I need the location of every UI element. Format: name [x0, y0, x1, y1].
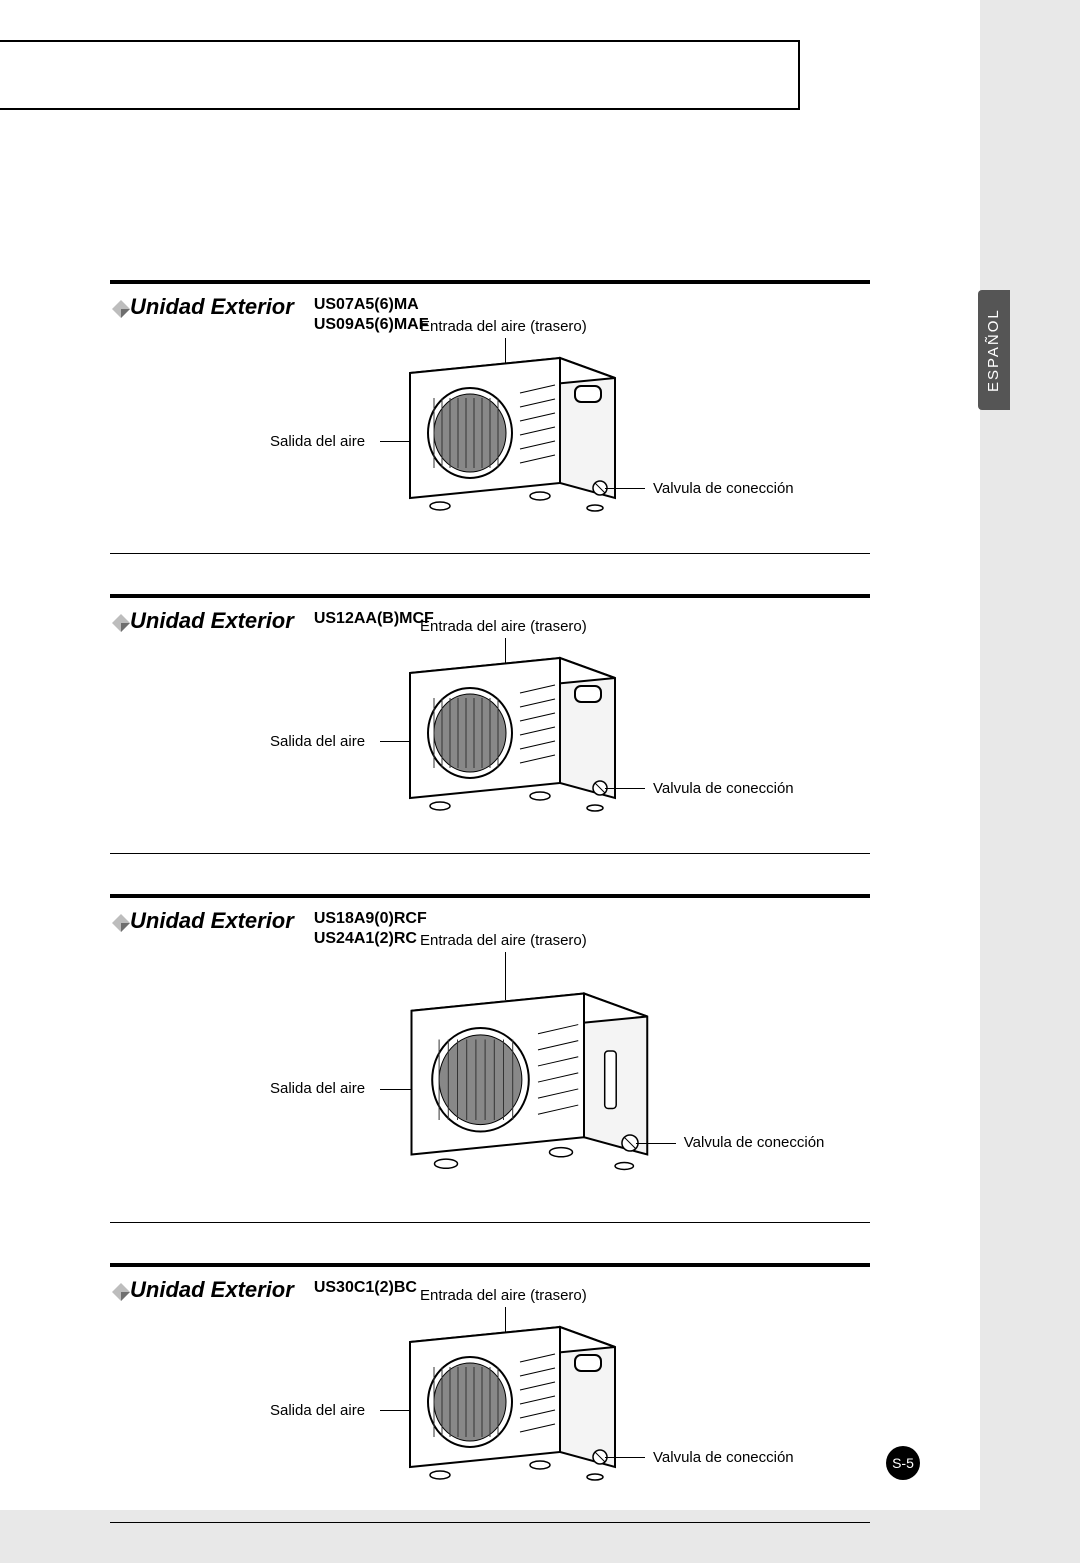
leader-line — [605, 788, 645, 789]
label-air-inlet: Entrada del aire (trasero) — [420, 932, 587, 949]
label-air-outlet: Salida del aire — [270, 1402, 365, 1419]
model-list: US07A5(6)MA US09A5(6)MAF — [314, 296, 429, 334]
leader-line — [605, 488, 645, 489]
label-valve: Valvula de conección — [684, 1134, 825, 1151]
outdoor-unit-illustration — [400, 648, 630, 833]
label-air-inlet: Entrada del aire (trasero) — [420, 618, 587, 635]
label-valve: Valvula de conección — [653, 1449, 794, 1466]
page-number: S-5 — [886, 1446, 920, 1480]
leader-line — [636, 1143, 676, 1144]
section-title: Unidad Exterior — [130, 908, 294, 934]
section-rule-thick — [110, 1263, 870, 1267]
unit-section: Unidad Exterior US18A9(0)RCFUS24A1(2)RC … — [110, 894, 870, 1223]
unit-section: Unidad Exterior US07A5(6)MAUS09A5(6)MAF … — [110, 280, 870, 554]
manual-page: ESPAÑOL Unidad Exterior US07A5(6)MAUS09A… — [0, 0, 980, 1510]
diagram-area: Entrada del aire (trasero) Salida del ai… — [110, 952, 870, 1222]
language-tab: ESPAÑOL — [978, 290, 1010, 410]
model-number: US18A9(0)RCF — [314, 910, 427, 928]
section-title: Unidad Exterior — [130, 608, 294, 634]
section-title: Unidad Exterior — [130, 1277, 294, 1303]
outdoor-unit-illustration — [400, 982, 665, 1194]
label-air-inlet: Entrada del aire (trasero) — [420, 318, 587, 335]
section-rule-thin — [110, 1222, 870, 1223]
section-rule-thick — [110, 894, 870, 898]
label-air-outlet: Salida del aire — [270, 1080, 365, 1097]
model-number: US30C1(2)BC — [314, 1279, 417, 1297]
label-air-inlet: Entrada del aire (trasero) — [420, 1287, 587, 1304]
label-air-outlet: Salida del aire — [270, 733, 365, 750]
model-list: US12AA(B)MCF — [314, 610, 434, 628]
diagram-area: Entrada del aire (trasero) Salida del ai… — [110, 638, 870, 853]
diagram-area: Entrada del aire (trasero) Salida del ai… — [110, 338, 870, 553]
label-valve: Valvula de conección — [653, 480, 794, 497]
section-rule-thin — [110, 1522, 870, 1523]
section-title: Unidad Exterior — [130, 294, 294, 320]
label-valve: Valvula de conección — [653, 780, 794, 797]
model-number: US07A5(6)MA — [314, 296, 429, 314]
content-area: Unidad Exterior US07A5(6)MAUS09A5(6)MAF … — [110, 280, 870, 1563]
model-number: US12AA(B)MCF — [314, 610, 434, 628]
model-list: US18A9(0)RCF US24A1(2)RC — [314, 910, 427, 948]
label-air-outlet: Salida del aire — [270, 433, 365, 450]
model-number: US09A5(6)MAF — [314, 316, 429, 334]
diagram-area: Entrada del aire (trasero) Salida del ai… — [110, 1307, 870, 1522]
model-list: US30C1(2)BC — [314, 1279, 417, 1297]
section-rule-thin — [110, 553, 870, 554]
section-rule-thick — [110, 280, 870, 284]
section-rule-thin — [110, 853, 870, 854]
unit-section: Unidad Exterior US12AA(B)MCF Entrada del… — [110, 594, 870, 854]
leader-line — [605, 1457, 645, 1458]
unit-section: Unidad Exterior US30C1(2)BC Entrada del … — [110, 1263, 870, 1523]
header-frame — [0, 40, 800, 110]
section-rule-thick — [110, 594, 870, 598]
outdoor-unit-illustration — [400, 1317, 630, 1502]
outdoor-unit-illustration — [400, 348, 630, 533]
model-number: US24A1(2)RC — [314, 930, 427, 948]
